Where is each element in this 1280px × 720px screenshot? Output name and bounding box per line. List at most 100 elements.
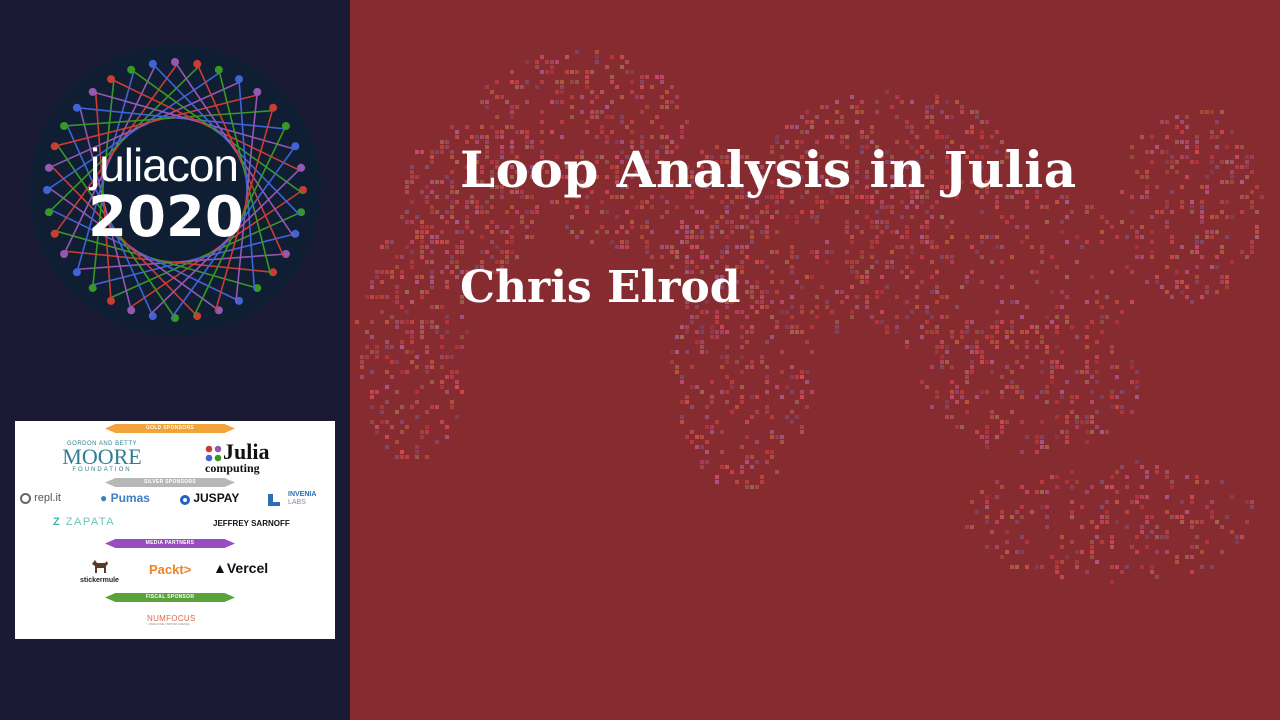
map-dot bbox=[800, 390, 804, 394]
map-dot bbox=[1020, 535, 1024, 539]
map-dot bbox=[1075, 480, 1079, 484]
map-dot bbox=[500, 180, 504, 184]
map-dot bbox=[1035, 190, 1039, 194]
map-dot bbox=[965, 375, 969, 379]
map-dot bbox=[600, 125, 604, 129]
map-dot bbox=[630, 120, 634, 124]
map-dot bbox=[870, 140, 874, 144]
map-dot bbox=[705, 310, 709, 314]
map-dot bbox=[375, 430, 379, 434]
map-dot bbox=[715, 275, 719, 279]
map-dot bbox=[1155, 575, 1159, 579]
map-dot bbox=[910, 215, 914, 219]
map-dot bbox=[1140, 485, 1144, 489]
map-dot bbox=[745, 215, 749, 219]
map-dot bbox=[1195, 535, 1199, 539]
map-dot bbox=[1225, 180, 1229, 184]
map-dot bbox=[425, 365, 429, 369]
map-dot bbox=[880, 310, 884, 314]
map-dot bbox=[400, 340, 404, 344]
map-dot bbox=[865, 195, 869, 199]
map-dot bbox=[605, 135, 609, 139]
map-dot bbox=[755, 280, 759, 284]
jeffrey-sarnoff-label: JEFFREY SARNOFF bbox=[213, 519, 290, 528]
logo-ray bbox=[63, 63, 158, 255]
map-dot bbox=[460, 295, 464, 299]
map-dot bbox=[460, 335, 464, 339]
map-dot bbox=[920, 195, 924, 199]
map-dot bbox=[985, 430, 989, 434]
map-dot bbox=[735, 280, 739, 284]
map-dot bbox=[1190, 545, 1194, 549]
map-dot bbox=[1165, 535, 1169, 539]
map-dot bbox=[1195, 145, 1199, 149]
map-dot bbox=[385, 400, 389, 404]
map-dot bbox=[915, 305, 919, 309]
map-dot bbox=[1155, 535, 1159, 539]
map-dot bbox=[910, 200, 914, 204]
map-dot bbox=[1225, 515, 1229, 519]
map-dot bbox=[940, 340, 944, 344]
map-dot bbox=[690, 180, 694, 184]
map-dot bbox=[640, 205, 644, 209]
map-dot bbox=[515, 85, 519, 89]
map-dot bbox=[1000, 510, 1004, 514]
map-dot bbox=[715, 315, 719, 319]
logo-ray bbox=[148, 167, 302, 316]
map-dot bbox=[985, 180, 989, 184]
map-dot bbox=[910, 195, 914, 199]
map-dot bbox=[1080, 525, 1084, 529]
map-dot bbox=[1050, 365, 1054, 369]
map-dot bbox=[885, 265, 889, 269]
map-dot bbox=[1140, 195, 1144, 199]
map-dot bbox=[985, 425, 989, 429]
map-dot bbox=[1000, 420, 1004, 424]
map-dot bbox=[1190, 525, 1194, 529]
map-dot bbox=[745, 485, 749, 489]
map-dot bbox=[970, 150, 974, 154]
map-dot bbox=[995, 435, 999, 439]
map-dot bbox=[660, 195, 664, 199]
map-dot bbox=[1210, 160, 1214, 164]
map-dot bbox=[985, 185, 989, 189]
map-dot bbox=[925, 240, 929, 244]
map-dot bbox=[640, 225, 644, 229]
map-dot bbox=[915, 160, 919, 164]
map-dot bbox=[1110, 365, 1114, 369]
map-dot bbox=[590, 115, 594, 119]
map-dot bbox=[620, 55, 624, 59]
map-dot bbox=[475, 155, 479, 159]
map-dot bbox=[1100, 305, 1104, 309]
map-dot bbox=[910, 190, 914, 194]
map-dot bbox=[700, 150, 704, 154]
map-dot bbox=[595, 115, 599, 119]
map-dot bbox=[740, 465, 744, 469]
map-dot bbox=[985, 145, 989, 149]
map-dot bbox=[685, 400, 689, 404]
map-dot bbox=[965, 330, 969, 334]
map-dot bbox=[905, 140, 909, 144]
map-dot bbox=[360, 375, 364, 379]
map-dot bbox=[1050, 555, 1054, 559]
map-dot bbox=[725, 250, 729, 254]
map-dot bbox=[940, 110, 944, 114]
map-dot bbox=[450, 270, 454, 274]
map-dot bbox=[525, 210, 529, 214]
map-dot bbox=[830, 165, 834, 169]
map-dot bbox=[960, 145, 964, 149]
map-dot bbox=[565, 165, 569, 169]
map-dot bbox=[450, 400, 454, 404]
map-dot bbox=[430, 405, 434, 409]
map-dot bbox=[905, 120, 909, 124]
map-dot bbox=[665, 90, 669, 94]
map-dot bbox=[740, 395, 744, 399]
map-dot bbox=[875, 290, 879, 294]
map-dot bbox=[1125, 265, 1129, 269]
logo-ray bbox=[235, 91, 259, 303]
map-dot bbox=[1005, 155, 1009, 159]
map-dot bbox=[760, 210, 764, 214]
map-dot bbox=[450, 155, 454, 159]
map-dot bbox=[935, 200, 939, 204]
map-dot bbox=[540, 150, 544, 154]
map-dot bbox=[1130, 410, 1134, 414]
